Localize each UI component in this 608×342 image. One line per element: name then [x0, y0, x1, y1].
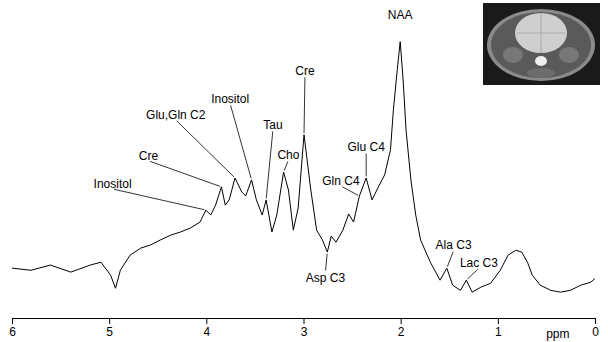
svg-text:Glu C4: Glu C4	[348, 140, 386, 154]
svg-text:5: 5	[106, 325, 113, 339]
svg-text:NAA: NAA	[388, 8, 413, 22]
svg-text:4: 4	[203, 325, 210, 339]
svg-text:3: 3	[301, 325, 308, 339]
svg-text:6: 6	[9, 325, 16, 339]
svg-text:Cho: Cho	[277, 148, 299, 162]
svg-text:Cre: Cre	[295, 64, 315, 78]
svg-text:Lac C3: Lac C3	[460, 256, 498, 270]
svg-text:Glu,Gln C2: Glu,Gln C2	[146, 108, 206, 122]
svg-text:ppm: ppm	[546, 327, 569, 341]
svg-text:Gln C4: Gln C4	[322, 174, 360, 188]
svg-text:0: 0	[592, 325, 599, 339]
svg-text:1: 1	[495, 325, 502, 339]
svg-text:Inositol: Inositol	[94, 177, 132, 191]
svg-text:Cre: Cre	[139, 149, 159, 163]
svg-text:2: 2	[398, 325, 405, 339]
svg-text:Tau: Tau	[263, 118, 282, 132]
svg-text:Ala C3: Ala C3	[436, 238, 472, 252]
svg-text:Asp C3: Asp C3	[306, 271, 346, 285]
svg-text:Inositol: Inositol	[211, 92, 249, 106]
